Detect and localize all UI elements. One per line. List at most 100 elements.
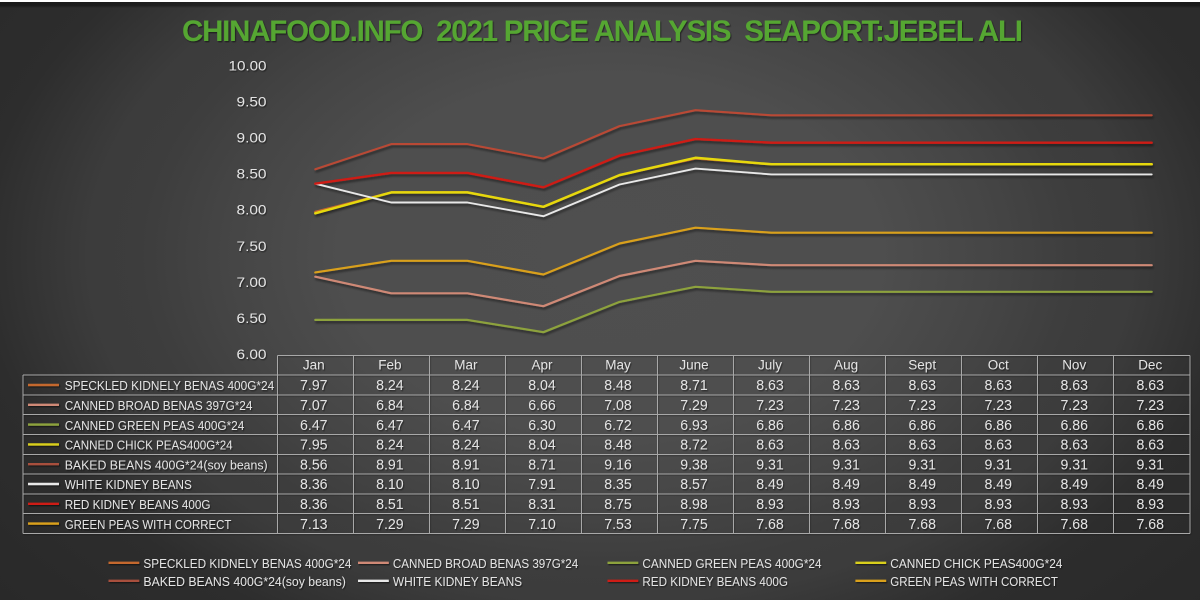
svg-text:9.31: 9.31 (1136, 456, 1164, 473)
svg-text:7.68: 7.68 (1136, 516, 1164, 533)
svg-text:8.93: 8.93 (756, 496, 784, 513)
svg-text:9.38: 9.38 (680, 456, 708, 473)
svg-text:8.63: 8.63 (908, 377, 936, 394)
svg-text:7.97: 7.97 (300, 377, 328, 394)
svg-text:RED KIDNEY BEANS 400G: RED KIDNEY BEANS 400G (642, 574, 788, 589)
svg-text:8.75: 8.75 (604, 496, 632, 513)
svg-text:Jan: Jan (303, 358, 325, 373)
svg-text:Mar: Mar (454, 358, 478, 373)
svg-text:9.50: 9.50 (237, 94, 267, 110)
svg-text:RED KIDNEY BEANS 400G: RED KIDNEY BEANS 400G (65, 497, 211, 512)
svg-text:8.24: 8.24 (452, 377, 480, 394)
svg-text:7.13: 7.13 (300, 516, 328, 533)
svg-text:8.63: 8.63 (984, 377, 1012, 394)
svg-text:8.35: 8.35 (604, 476, 632, 493)
svg-text:8.63: 8.63 (756, 437, 784, 454)
svg-text:8.31: 8.31 (528, 496, 556, 513)
svg-text:WHITE KIDNEY BEANS: WHITE KIDNEY BEANS (65, 477, 192, 492)
svg-text:9.31: 9.31 (1060, 456, 1088, 473)
svg-text:May: May (605, 358, 631, 373)
svg-text:7.53: 7.53 (604, 516, 632, 533)
svg-text:7.95: 7.95 (300, 437, 328, 454)
svg-text:7.68: 7.68 (908, 516, 936, 533)
svg-text:9.31: 9.31 (984, 456, 1012, 473)
svg-text:7.23: 7.23 (832, 397, 860, 414)
svg-text:8.51: 8.51 (452, 496, 480, 513)
svg-text:CANNED BROAD BENAS 397G*24: CANNED BROAD BENAS 397G*24 (393, 556, 578, 571)
svg-text:BAKED BEANS 400G*24(soy beans): BAKED BEANS 400G*24(soy beans) (143, 574, 345, 589)
svg-text:6.66: 6.66 (528, 397, 556, 414)
svg-text:7.50: 7.50 (237, 238, 267, 254)
svg-text:7.29: 7.29 (376, 516, 404, 533)
svg-text:6.50: 6.50 (237, 310, 267, 326)
svg-text:CANNED GREEN PEAS 400G*24: CANNED GREEN PEAS 400G*24 (642, 556, 821, 571)
svg-text:GREEN PEAS WITH CORRECT: GREEN PEAS WITH CORRECT (890, 574, 1058, 589)
svg-text:GREEN PEAS WITH CORRECT: GREEN PEAS WITH CORRECT (65, 517, 232, 532)
svg-text:7.08: 7.08 (604, 397, 632, 414)
svg-text:8.10: 8.10 (452, 476, 480, 493)
svg-text:8.10: 8.10 (376, 476, 404, 493)
svg-text:8.49: 8.49 (984, 476, 1012, 493)
svg-text:7.23: 7.23 (1060, 397, 1088, 414)
svg-text:7.23: 7.23 (1136, 397, 1164, 414)
svg-text:8.49: 8.49 (908, 476, 936, 493)
svg-text:Aug: Aug (834, 358, 858, 373)
svg-text:7.68: 7.68 (1060, 516, 1088, 533)
svg-text:CANNED CHICK PEAS400G*24: CANNED CHICK PEAS400G*24 (65, 438, 233, 453)
svg-text:9.16: 9.16 (604, 456, 632, 473)
svg-text:9.00: 9.00 (237, 130, 267, 146)
svg-text:8.04: 8.04 (528, 437, 556, 454)
svg-text:7.10: 7.10 (528, 516, 556, 533)
svg-text:8.49: 8.49 (756, 476, 784, 493)
svg-text:8.91: 8.91 (376, 456, 404, 473)
svg-text:8.63: 8.63 (908, 437, 936, 454)
svg-text:6.86: 6.86 (1136, 417, 1164, 434)
svg-text:7.68: 7.68 (984, 516, 1012, 533)
svg-text:Apr: Apr (531, 358, 553, 373)
svg-text:Sept: Sept (908, 358, 936, 373)
svg-text:8.48: 8.48 (604, 437, 632, 454)
svg-text:CANNED GREEN PEAS 400G*24: CANNED GREEN PEAS 400G*24 (65, 418, 245, 433)
svg-text:9.31: 9.31 (756, 456, 784, 473)
svg-text:8.63: 8.63 (832, 377, 860, 394)
svg-text:8.00: 8.00 (237, 202, 267, 218)
svg-text:8.49: 8.49 (1060, 476, 1088, 493)
svg-text:CANNED CHICK PEAS400G*24: CANNED CHICK PEAS400G*24 (890, 556, 1062, 571)
svg-text:WHITE KIDNEY BEANS: WHITE KIDNEY BEANS (393, 574, 522, 589)
svg-text:8.63: 8.63 (1060, 377, 1088, 394)
svg-text:8.72: 8.72 (680, 437, 708, 454)
svg-text:8.93: 8.93 (984, 496, 1012, 513)
svg-text:7.29: 7.29 (452, 516, 480, 533)
svg-text:6.00: 6.00 (237, 346, 267, 362)
svg-text:10.00: 10.00 (229, 58, 267, 74)
svg-text:8.48: 8.48 (604, 377, 632, 394)
svg-text:6.47: 6.47 (376, 417, 404, 434)
svg-text:8.93: 8.93 (1060, 496, 1088, 513)
svg-text:SPECKLED KIDNELY BENAS 400G*24: SPECKLED KIDNELY BENAS 400G*24 (143, 556, 351, 571)
svg-text:8.57: 8.57 (680, 476, 708, 493)
svg-text:8.24: 8.24 (376, 437, 404, 454)
svg-text:6.47: 6.47 (452, 417, 480, 434)
svg-text:Nov: Nov (1062, 358, 1086, 373)
svg-text:8.04: 8.04 (528, 377, 556, 394)
svg-text:6.86: 6.86 (908, 417, 936, 434)
svg-text:8.98: 8.98 (680, 496, 708, 513)
svg-text:Oct: Oct (988, 358, 1009, 373)
svg-text:8.63: 8.63 (832, 437, 860, 454)
svg-text:7.23: 7.23 (756, 397, 784, 414)
svg-text:8.71: 8.71 (528, 456, 556, 473)
svg-text:6.84: 6.84 (376, 397, 404, 414)
svg-text:7.00: 7.00 (237, 274, 267, 290)
svg-text:7.23: 7.23 (908, 397, 936, 414)
svg-text:CANNED BROAD BENAS 397G*24: CANNED BROAD BENAS 397G*24 (65, 398, 253, 413)
svg-text:9.31: 9.31 (908, 456, 936, 473)
svg-text:Feb: Feb (378, 358, 401, 373)
svg-text:8.63: 8.63 (1136, 377, 1164, 394)
svg-text:7.91: 7.91 (528, 476, 556, 493)
svg-text:7.29: 7.29 (680, 397, 708, 414)
svg-text:8.49: 8.49 (832, 476, 860, 493)
svg-text:8.36: 8.36 (300, 496, 328, 513)
svg-text:CHINAFOOD.INFO 2021 PRICE ANA: CHINAFOOD.INFO 2021 PRICE ANALYSIS SEAPO… (182, 15, 1023, 48)
svg-text:6.47: 6.47 (300, 417, 328, 434)
svg-text:6.86: 6.86 (756, 417, 784, 434)
